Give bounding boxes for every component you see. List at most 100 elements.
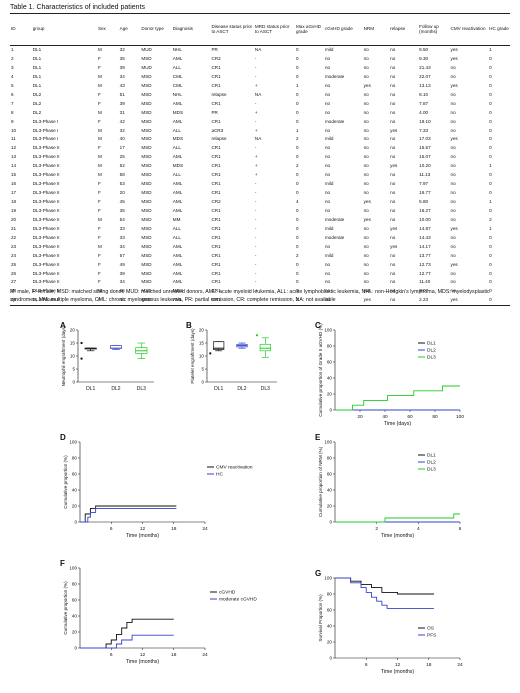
- table-cell: yes: [363, 82, 371, 88]
- x-tick-label: 40: [382, 414, 388, 420]
- table-cell: 3: [11, 64, 14, 70]
- y-tick-label: 20: [327, 392, 333, 397]
- table-cell: no: [363, 56, 369, 61]
- table-cell: CR1: [211, 154, 221, 160]
- table-cell: CR1: [211, 145, 221, 151]
- table-cell: no: [390, 190, 396, 196]
- table-cell: MSD: [141, 73, 152, 79]
- table-cell: yes: [450, 47, 458, 53]
- table-row: 18 DL3-Phase II F 45 MSD AML CR2 - 4 no yes no 5.80 n…: [10, 198, 510, 207]
- table-cell: DL3-Phase II: [32, 252, 60, 258]
- x-axis-label: Time (months): [126, 659, 160, 665]
- table-cell: 20: [11, 216, 17, 222]
- table-cell: F: [97, 270, 101, 276]
- column-header: Donor type: [140, 13, 172, 46]
- table-cell: 28: [11, 288, 17, 294]
- legend-label: PFS: [427, 633, 436, 639]
- table-cell: no: [363, 181, 369, 187]
- table-cell: DL3-Phase I: [32, 118, 59, 124]
- y-tick-label: 0: [329, 408, 332, 413]
- table-cell: no: [390, 270, 396, 276]
- table-cell: no: [324, 199, 331, 204]
- table-cell: 2: [295, 136, 299, 142]
- table-cell: 34: [119, 73, 125, 79]
- table-cell: 7.97: [419, 181, 429, 187]
- table-cell: -: [254, 270, 257, 276]
- table-cell: 8.10: [419, 91, 429, 97]
- table-cell: no: [390, 56, 396, 61]
- table-cell: CR1: [210, 296, 254, 307]
- y-tick-label: 0: [74, 520, 77, 525]
- table-cell: 0: [489, 270, 492, 276]
- table-cell: no: [390, 207, 396, 213]
- table-cell: 35: [119, 207, 125, 213]
- table-cell: MSD: [141, 154, 152, 160]
- y-tick-label: 0: [201, 380, 204, 385]
- panel-letter: D: [60, 433, 66, 442]
- table-cell: -: [254, 207, 257, 213]
- table-cell: mild: [324, 225, 334, 231]
- table-cell: 19: [11, 207, 17, 213]
- table-cell: yes: [363, 288, 371, 294]
- table-cell: 15.07: [419, 154, 431, 160]
- table-cell: +: [254, 154, 258, 160]
- table-cell: 25: [119, 154, 125, 160]
- table-cell: F: [97, 225, 101, 231]
- table-cell: CR1: [211, 163, 221, 169]
- table-cell: 14.17: [419, 243, 431, 249]
- table-cell: 0: [489, 243, 492, 249]
- y-tick-label: 60: [327, 472, 333, 477]
- table-cell: ALL: [172, 64, 181, 70]
- table-row: 20 DL3-Phase II M 54 MSD MM CR1 - 0 moderate yes no…: [10, 216, 510, 225]
- table-cell: no: [389, 296, 419, 307]
- table-cell: +: [254, 172, 258, 178]
- column-header: cGvHD grade: [323, 13, 363, 46]
- table-cell: no: [324, 172, 331, 178]
- table-cell: 21.43: [419, 64, 431, 70]
- table-cell: DL1: [32, 64, 42, 70]
- table-cell: 22.07: [419, 73, 431, 79]
- table-cell: DL3-Phase II: [32, 172, 60, 178]
- table-cell: DL1: [32, 56, 42, 61]
- table-cell: no: [324, 243, 331, 249]
- x-axis-label: Time (months): [381, 533, 415, 539]
- series-line: [335, 577, 434, 595]
- y-tick-label: 0: [74, 646, 77, 651]
- table-row: 26 DL3-Phase II F 39 MSD AML CR1 - 0 no no no 12.77 n…: [10, 269, 510, 278]
- table-cell: relapse: [211, 91, 227, 97]
- table-cell: ALL: [172, 234, 181, 240]
- table-cell: 52: [119, 163, 125, 169]
- table-cell: moderate: [324, 73, 345, 79]
- y-tick-label: 80: [327, 592, 333, 597]
- y-tick-label: 0: [329, 656, 332, 661]
- y-tick-label: 15: [70, 341, 76, 346]
- table-cell: DL1: [32, 47, 42, 53]
- box-outlier: [255, 334, 259, 337]
- table-cell: M: [97, 288, 102, 294]
- table-cell: no: [363, 47, 369, 53]
- table-cell: ALL: [172, 172, 181, 178]
- table-cell: no: [363, 261, 369, 267]
- table-cell: 5: [11, 82, 14, 88]
- series-line: [335, 513, 460, 523]
- y-tick-label: 40: [72, 488, 78, 493]
- table-cell: yes: [390, 243, 398, 249]
- y-tick-label: 80: [72, 582, 78, 587]
- table-cell: 33: [119, 234, 125, 240]
- panel-letter: G: [315, 569, 321, 578]
- y-tick-label: 20: [199, 328, 205, 333]
- table-cell: 65: [119, 288, 125, 294]
- table-cell: no: [390, 234, 396, 240]
- table-cell: DL3-Phase II: [32, 261, 60, 267]
- table-cell: -: [254, 100, 257, 106]
- y-tick-label: 80: [327, 456, 333, 461]
- table-cell: MSD: [141, 136, 152, 142]
- table-cell: no: [363, 127, 369, 133]
- table-cell: AML: [172, 207, 183, 213]
- table-cell: 20: [119, 190, 125, 196]
- table-cell: 12: [11, 145, 17, 151]
- table-cell: CR1: [211, 82, 221, 88]
- table-cell: 35: [119, 56, 125, 61]
- table-row: 7 DL2 F 39 MSD AML CR1 - 0 no no no 7.87 no 0: [10, 100, 510, 109]
- table-cell: 4: [11, 73, 14, 79]
